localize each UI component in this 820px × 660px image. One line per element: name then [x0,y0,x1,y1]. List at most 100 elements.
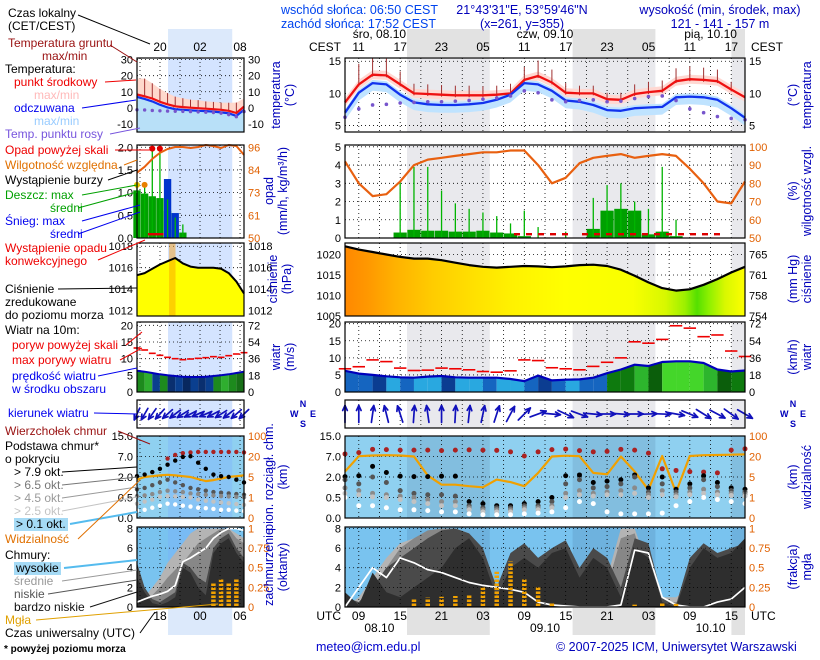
svg-text:0: 0 [127,103,133,115]
svg-text:10.10: 10.10 [696,621,726,635]
panel-main-opad: 5 4 3 2 1 0 100 90 80 70 60 50 [335,142,767,245]
svg-text:15: 15 [329,336,341,348]
svg-text:15: 15 [394,609,408,623]
svg-text:2.0: 2.0 [326,472,341,484]
svg-text:05: 05 [476,40,490,54]
svg-text:5: 5 [335,142,341,154]
svg-text:6: 6 [127,543,133,555]
svg-text:23: 23 [600,40,614,54]
svg-text:5: 5 [335,370,341,382]
svg-text:4: 4 [127,563,133,575]
svg-text:72: 72 [749,319,761,331]
svg-text:0: 0 [248,387,254,399]
svg-text:72: 72 [248,320,260,332]
svg-text:8: 8 [335,523,341,535]
location-coordinates: 21°43'31"E, 53°59'46"N [456,3,588,17]
svg-text:08.10: 08.10 [364,621,394,635]
series-temp-range-band [137,78,244,115]
svg-text:0: 0 [335,233,341,245]
svg-text:8: 8 [127,523,133,535]
svg-text:36: 36 [248,354,260,366]
series-wind-direction-arrows [133,407,250,421]
contact-email-link[interactable]: meteo@icm.edu.pl [316,640,421,654]
svg-text:17: 17 [559,40,573,54]
svg-text:1015: 1015 [317,270,341,282]
svg-text:0.0: 0.0 [326,513,341,525]
svg-text:1016: 1016 [109,263,133,275]
svg-text:50: 50 [749,233,761,245]
svg-text:10: 10 [749,88,761,100]
svg-text:03: 03 [642,609,656,623]
panel-main-kier [341,399,754,429]
svg-text:60: 60 [749,215,761,227]
series-cloud-base-25-dots [342,490,748,515]
svg-text:100: 100 [749,431,767,443]
series-wind-direction-arrows [341,404,754,424]
copyright-text: © 2007-2025 ICM, Uniwersytet Warszawski [556,640,797,654]
svg-text:1014: 1014 [109,284,133,296]
svg-text:0.5: 0.5 [749,563,764,575]
series-clouds-white-line [136,527,245,603]
svg-text:5: 5 [127,370,133,382]
svg-text:0: 0 [127,387,133,399]
svg-text:1010: 1010 [317,290,341,302]
svg-text:10: 10 [329,88,341,100]
svg-text:2: 2 [127,582,133,594]
series-wind-fill-columns [137,370,244,392]
svg-text:1016: 1016 [248,263,272,275]
svg-text:06: 06 [233,609,247,623]
svg-text:15: 15 [559,609,573,623]
series-dewpoint-dots [343,89,747,122]
svg-text:0.75: 0.75 [248,543,269,555]
grid-main-wiatr [345,322,745,392]
svg-text:5: 5 [749,472,755,484]
svg-text:2.0: 2.0 [118,472,133,484]
svg-text:10: 10 [121,87,133,99]
series-cloud-top-dots [342,446,748,476]
panel-main-cisn: 1020 1015 1010 1005 765 761 758 754 [317,242,767,323]
svg-text:1014: 1014 [248,284,272,296]
svg-text:0: 0 [335,602,341,614]
series-cloud-base-79-dots [134,454,247,485]
altitude-label: wysokość (min, środek, max) [639,3,801,17]
svg-text:30: 30 [248,55,260,67]
panel-main-temp: 15 10 5 15 10 5 [329,56,761,133]
svg-text:754: 754 [749,311,767,323]
svg-text:15: 15 [121,337,133,349]
panel-main-wiatr: 20 15 10 5 0 72 54 36 18 0 [329,319,762,399]
series-dewpoint-dots [135,108,246,119]
svg-text:758: 758 [749,290,767,302]
svg-text:1012: 1012 [109,306,133,318]
svg-text:21: 21 [600,609,614,623]
svg-text:0.75: 0.75 [749,543,770,555]
series-pressure-fill [137,258,244,316]
svg-text:CEST: CEST [309,40,342,54]
svg-text:0: 0 [749,513,755,525]
svg-text:0.5: 0.5 [326,493,341,505]
panel-mini-wiatr: 20 15 10 5 0 72 54 36 18 0 [121,320,261,399]
svg-text:5: 5 [248,472,254,484]
svg-text:03: 03 [476,609,490,623]
panel-main-base: 15.0 7.0 2.0 0.5 0.0 100 20 5 1 0 [320,431,768,525]
svg-text:11: 11 [518,40,531,54]
sea-level-footnote: * powyżej poziomu morza [4,644,126,655]
series-cloud-base-01-dots [342,495,748,518]
panel-mini-kier [133,399,250,429]
svg-text:15.0: 15.0 [320,431,341,443]
svg-text:1018: 1018 [109,241,133,253]
svg-text:1.5: 1.5 [118,165,133,177]
svg-text:00: 00 [193,609,207,623]
series-convective-marks [514,233,720,236]
svg-text:2: 2 [335,582,341,594]
svg-text:80: 80 [749,178,761,190]
svg-text:02: 02 [193,40,207,54]
svg-text:0.5: 0.5 [118,210,133,222]
svg-text:10: 10 [329,353,341,365]
svg-text:pią, 10.10: pią, 10.10 [684,27,737,41]
svg-text:3: 3 [335,178,341,190]
series-pressure-peak-stripe [169,243,176,316]
grid-main-zach [345,527,745,607]
svg-text:1020: 1020 [317,249,341,261]
svg-text:20: 20 [248,71,260,83]
